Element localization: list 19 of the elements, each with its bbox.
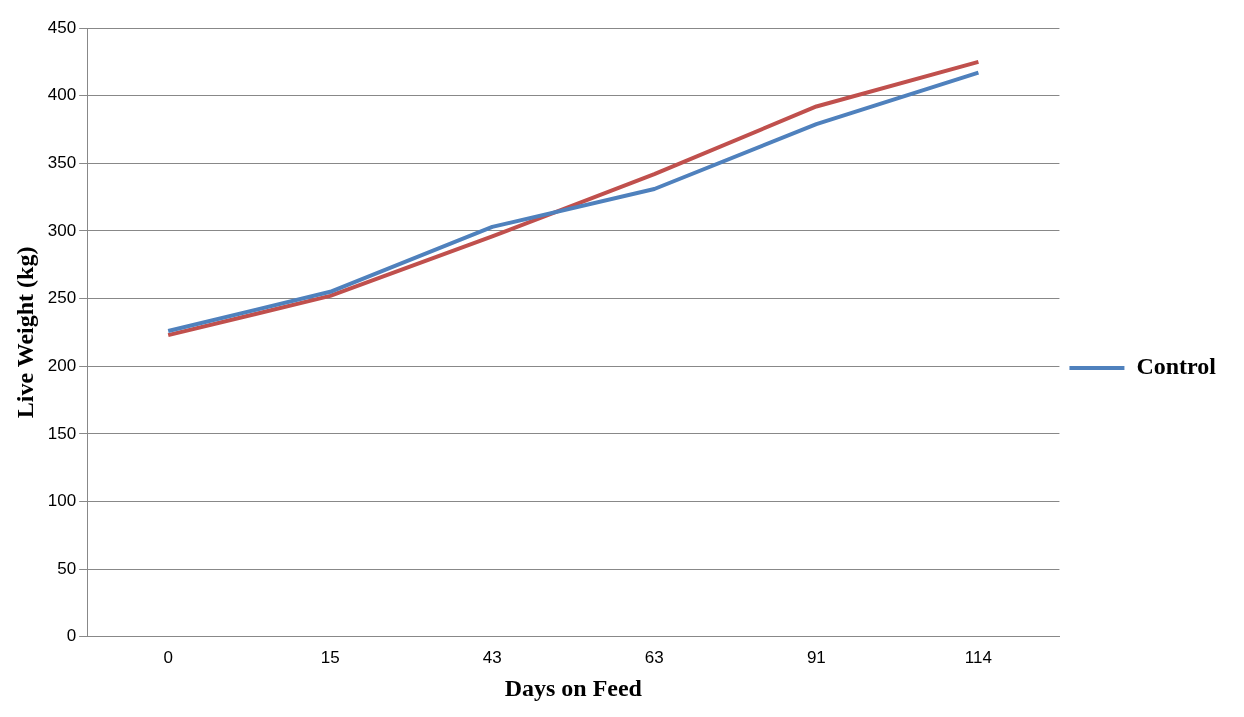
x-tick-label: 15: [320, 647, 340, 667]
y-tick-label: 200: [47, 355, 77, 375]
y-tick-label: 100: [47, 491, 77, 511]
y-tick-label: 150: [47, 423, 77, 443]
x-tick-label: 0: [163, 647, 173, 667]
y-tick-label: 50: [57, 558, 77, 578]
y-tick-label: 300: [47, 220, 77, 240]
y-tick-label: 250: [47, 288, 77, 308]
x-tick-label: 43: [482, 647, 502, 667]
x-tick-label: 63: [644, 647, 664, 667]
y-axis-title: Live Weight (kg): [11, 246, 38, 419]
x-tick-label: 114: [964, 647, 992, 667]
y-tick-label: 450: [47, 17, 77, 37]
x-axis-title: Days on Feed: [504, 674, 643, 701]
y-tick-label: 350: [47, 152, 77, 172]
y-tick-label: 0: [66, 626, 77, 646]
x-tick-label: 91: [806, 647, 826, 667]
legend-label: Control: [1136, 353, 1217, 380]
y-tick-label: 400: [47, 85, 77, 105]
